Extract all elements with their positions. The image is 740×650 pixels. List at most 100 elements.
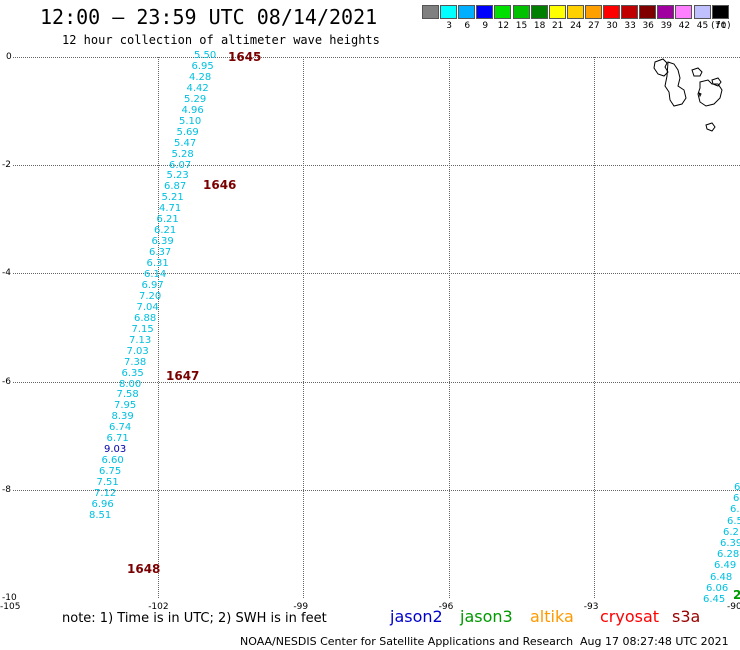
wave-height-label: 4.42 xyxy=(186,82,209,94)
wave-height-label: 7.20 xyxy=(139,290,162,302)
wave-height-label: 6.06 xyxy=(706,582,729,594)
credit-text: NOAA/NESDIS Center for Satellite Applica… xyxy=(240,635,574,648)
legend-label: 42 xyxy=(678,21,691,31)
island-2 xyxy=(664,61,687,107)
wave-height-label: 6.45 xyxy=(703,594,726,605)
wave-height-label: 6.21 xyxy=(154,225,177,237)
wave-height-label: 5.21 xyxy=(161,192,184,204)
legend-label: 15 xyxy=(515,21,528,31)
wave-height-label: 7.38 xyxy=(124,356,147,368)
map-title: 12:00 – 23:59 UTC 08/14/2021 xyxy=(40,5,378,29)
legend-swatch xyxy=(476,5,494,19)
grid-line-v xyxy=(593,57,595,598)
wave-height-label: 6.71 xyxy=(106,433,129,445)
legend-swatch xyxy=(494,5,512,19)
satellite-name: s3a xyxy=(672,607,701,626)
legend-swatch xyxy=(711,5,729,19)
x-tick-label: -90 xyxy=(727,602,740,612)
legend-label: 30 xyxy=(606,21,618,31)
grid-line-h xyxy=(13,273,740,275)
x-tick-label: -105 xyxy=(0,602,21,612)
legend-label: 3 xyxy=(446,21,452,31)
legend-swatch xyxy=(440,5,458,19)
wave-height-label: 7.04 xyxy=(136,301,159,313)
legend-swatch xyxy=(512,5,530,19)
wave-height-label: 7.03 xyxy=(126,345,149,357)
island-4 xyxy=(697,79,723,107)
wave-height-label: 7.95 xyxy=(114,400,137,412)
island-6 xyxy=(705,122,716,132)
wave-height-label: 6.39 xyxy=(151,236,174,248)
y-tick-label: -8 xyxy=(2,484,11,495)
x-tick-label: -99 xyxy=(293,602,309,612)
legend-label: 12 xyxy=(497,21,510,31)
wave-height-label: 6.75 xyxy=(99,466,122,478)
wave-height-label: 6 xyxy=(734,482,740,493)
grid-line-v xyxy=(303,57,305,598)
wave-height-label: 5.69 xyxy=(176,126,199,138)
legend-label: 39 xyxy=(660,21,673,31)
island-3 xyxy=(691,67,703,77)
wave-height-label: 5.29 xyxy=(184,93,207,105)
wave-height-label: 8.39 xyxy=(111,411,134,423)
wave-height-label: 7.15 xyxy=(131,323,154,335)
x-tick-label: -96 xyxy=(438,602,454,612)
legend-swatch xyxy=(657,5,675,19)
wave-height-label: 5.10 xyxy=(179,115,202,127)
legend-swatch xyxy=(530,5,548,19)
legend-label: 70 xyxy=(714,21,727,31)
island-7 xyxy=(698,92,702,98)
legend-swatch xyxy=(422,5,439,19)
legend-swatch xyxy=(584,5,602,19)
x-tick-label: -102 xyxy=(148,602,169,612)
legend-label: 9 xyxy=(482,21,489,31)
wave-height-label: 6.96 xyxy=(91,498,114,510)
wave-height-label: 6.21 xyxy=(156,214,179,226)
wave-height-label: 7.13 xyxy=(129,334,152,346)
grid-line-h xyxy=(13,489,740,491)
satellite-name: cryosat xyxy=(600,607,660,626)
wave-height-label: 6.31 xyxy=(146,258,169,270)
wave-height-label: 9.03 xyxy=(104,444,127,456)
legend-label: 45 xyxy=(696,21,709,31)
legend-swatch xyxy=(566,5,584,19)
grid-line-h xyxy=(13,381,740,383)
wave-height-label: 6.5 xyxy=(727,515,740,527)
legend-swatch xyxy=(675,5,693,19)
island-5 xyxy=(711,77,722,87)
legend-label: 18 xyxy=(533,21,546,31)
legend-swatch xyxy=(603,5,620,19)
legend-swatch xyxy=(548,5,566,19)
time-label: 1645 xyxy=(228,50,262,64)
legend-swatch xyxy=(458,5,476,19)
footnote: note: 1) Time is in UTC; 2) SWH is in fe… xyxy=(62,611,327,626)
wave-height-label: 6.07 xyxy=(169,159,192,171)
wave-height-label: 5.23 xyxy=(166,170,189,182)
y-tick-label: -6 xyxy=(2,376,11,387)
legend-label: 33 xyxy=(624,21,636,31)
satellite-name: jason2 xyxy=(390,607,443,626)
wave-height-label: 6.87 xyxy=(164,181,187,193)
wave-height-label: 6.74 xyxy=(109,422,132,434)
wave-height-label: 4.96 xyxy=(181,104,204,116)
island-1 xyxy=(653,58,669,77)
legend-swatch xyxy=(693,5,711,19)
wave-height-label: 6.39 xyxy=(720,538,740,549)
wave-height-label: 5.28 xyxy=(171,148,194,160)
time-label: 1647 xyxy=(166,369,200,383)
grid-line-v xyxy=(448,57,450,598)
wave-height-label: 5.47 xyxy=(174,137,197,149)
wave-height-label: 8.00 xyxy=(119,378,142,390)
y-tick-label: -4 xyxy=(2,268,11,279)
wave-height-label: 8.51 xyxy=(89,509,112,521)
wave-height-label: 6.95 xyxy=(191,60,214,72)
map-subtitle: 12 hour collection of altimeter wave hei… xyxy=(62,33,380,47)
wave-height-label: 6 xyxy=(733,493,740,505)
legend-label: 27 xyxy=(588,21,600,31)
wave-height-label: 6.48 xyxy=(710,571,733,583)
wave-height-label: 6. xyxy=(730,504,740,516)
time-label: 1648 xyxy=(127,562,161,576)
legend-swatch xyxy=(621,5,639,19)
edge-corner-label: 2 xyxy=(733,588,740,602)
time-label: 1646 xyxy=(203,178,237,192)
